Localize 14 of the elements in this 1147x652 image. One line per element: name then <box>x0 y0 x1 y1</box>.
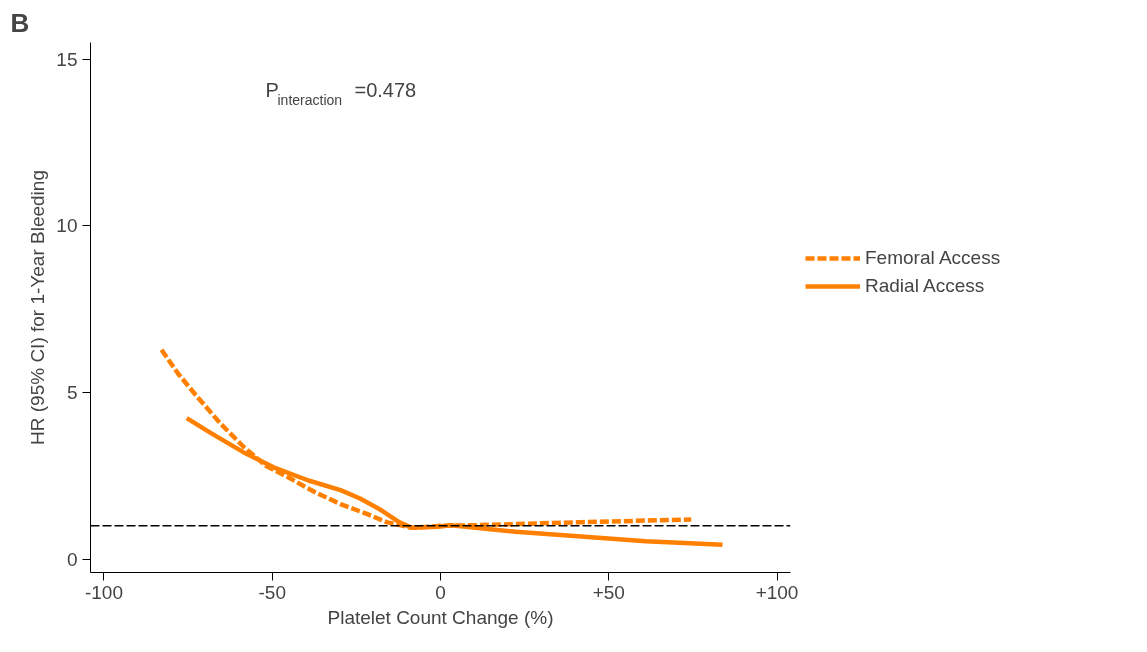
x-tick-label: +50 <box>592 581 625 603</box>
x-axis-title: Platelet Count Change (%) <box>327 606 554 628</box>
legend-label: Radial Access <box>865 275 985 297</box>
y-tick-label: 10 <box>56 215 78 237</box>
y-tick-label: 15 <box>56 48 78 70</box>
y-axis-title: HR (95% CI) for 1-Year Bleeding <box>27 170 49 445</box>
y-tick-label: 0 <box>66 548 78 570</box>
x-tick-label: -50 <box>258 581 286 603</box>
x-tick-label: -100 <box>84 581 123 603</box>
legend-label: Femoral Access <box>865 247 1001 269</box>
y-tick-label: 5 <box>66 382 78 403</box>
chart-title: B <box>10 7 30 38</box>
x-tick-label: +100 <box>755 581 799 603</box>
x-tick-label: 0 <box>435 581 446 603</box>
